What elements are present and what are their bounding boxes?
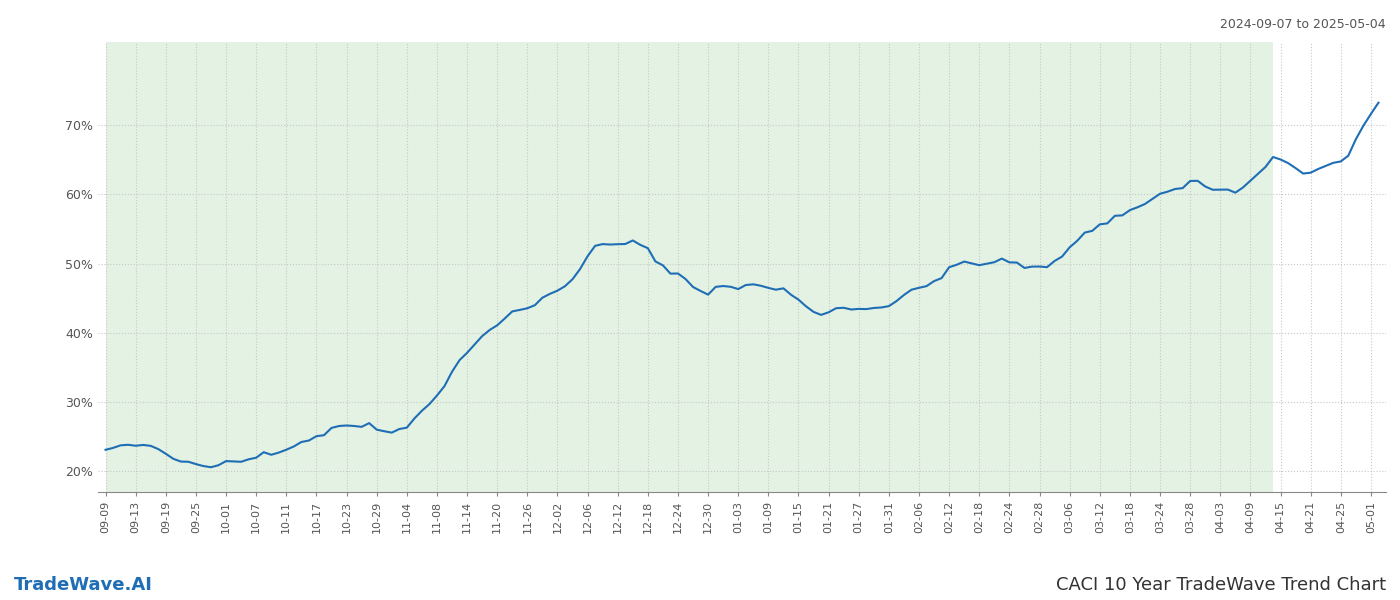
Text: TradeWave.AI: TradeWave.AI <box>14 576 153 594</box>
Text: CACI 10 Year TradeWave Trend Chart: CACI 10 Year TradeWave Trend Chart <box>1056 576 1386 594</box>
Bar <box>105 42 1273 492</box>
Text: 2024-09-07 to 2025-05-04: 2024-09-07 to 2025-05-04 <box>1221 18 1386 31</box>
